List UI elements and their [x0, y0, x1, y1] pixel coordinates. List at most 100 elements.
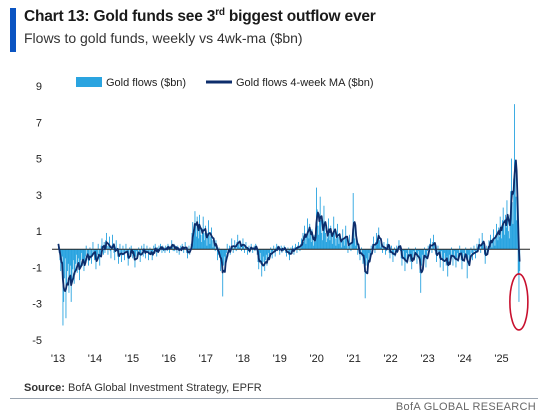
flow-bar	[367, 249, 369, 261]
flow-bar	[130, 245, 132, 250]
flow-bar	[218, 247, 220, 250]
flow-bar	[193, 234, 194, 250]
flow-bar	[139, 249, 141, 262]
flow-bar	[183, 249, 185, 253]
flow-bar	[248, 245, 250, 250]
flow-bar	[77, 249, 79, 266]
flow-bar	[406, 249, 408, 264]
flow-bar	[272, 249, 274, 252]
flow-bar	[484, 249, 486, 264]
flow-bar	[106, 232, 107, 250]
flow-bar	[121, 249, 122, 262]
flow-bar	[518, 249, 520, 302]
flow-bar	[322, 227, 324, 250]
flow-bar	[109, 236, 110, 250]
y-tick-label: 3	[36, 190, 42, 202]
flow-bar	[504, 234, 506, 250]
flow-bar	[220, 249, 221, 272]
y-tick-label: -3	[32, 299, 42, 311]
flow-bar	[93, 249, 95, 253]
flow-bar	[120, 249, 122, 255]
flow-bar	[245, 242, 247, 250]
title-rest: biggest outflow ever	[224, 8, 376, 25]
flow-bar	[210, 236, 212, 250]
flow-bar	[124, 249, 126, 252]
flow-bar	[307, 229, 309, 250]
flow-bar	[405, 249, 407, 261]
flow-bar	[172, 245, 173, 250]
flow-bar	[445, 249, 447, 266]
flow-bar	[237, 234, 239, 250]
flow-bar	[98, 249, 100, 259]
flow-bar	[211, 240, 213, 250]
flow-bar	[271, 249, 272, 253]
flow-bar	[468, 249, 470, 255]
flow-bar	[492, 238, 494, 250]
flow-bar	[252, 249, 254, 253]
flow-bar	[145, 249, 146, 259]
flow-bar	[517, 249, 519, 275]
flow-bar	[106, 245, 108, 250]
flow-bar	[490, 242, 492, 250]
flow-bar	[113, 249, 115, 253]
flow-bar	[346, 238, 347, 250]
flow-bar	[148, 249, 150, 255]
flow-bar	[269, 249, 271, 255]
flow-bar	[81, 249, 83, 253]
flow-bar	[80, 249, 82, 261]
flow-bar	[82, 249, 83, 266]
flow-bar	[138, 247, 140, 250]
flow-bar	[334, 229, 335, 250]
flow-bar	[402, 249, 404, 257]
flow-bar	[328, 231, 330, 250]
flow-bar	[446, 249, 448, 257]
flow-bar	[505, 214, 506, 250]
flow-bar	[279, 249, 281, 255]
flow-bar	[194, 211, 196, 250]
flow-bar	[442, 249, 443, 261]
flow-bar	[67, 249, 69, 264]
flow-bar	[61, 249, 63, 257]
flow-bar	[143, 243, 145, 250]
flow-bar	[361, 249, 363, 257]
flow-bar	[443, 249, 445, 261]
flow-bar	[388, 245, 389, 250]
flow-bar	[241, 243, 243, 250]
flow-bar	[196, 236, 197, 250]
flow-bar	[343, 240, 344, 250]
flow-bar	[344, 236, 346, 250]
flow-bar	[403, 249, 404, 252]
flow-bar	[314, 242, 316, 250]
flow-bar	[340, 247, 342, 250]
flow-bar	[318, 234, 320, 250]
flow-bar	[197, 229, 199, 250]
flow-bar	[137, 249, 139, 253]
flow-bar	[436, 249, 438, 253]
flow-bar	[295, 243, 296, 250]
flow-bar	[502, 207, 504, 250]
source-label: Source:	[24, 382, 65, 394]
x-tick-label: '14	[88, 353, 102, 365]
y-tick-label: 7	[36, 117, 42, 129]
flow-bar	[469, 249, 471, 257]
flow-bar	[253, 245, 255, 250]
flow-bar	[204, 240, 206, 250]
flow-bar	[154, 243, 156, 250]
flow-bar	[287, 247, 289, 250]
flow-bar	[166, 249, 168, 252]
ma-line-series	[57, 159, 521, 292]
flow-bar	[445, 249, 446, 259]
flow-bar	[286, 249, 287, 257]
flow-bar	[96, 249, 98, 262]
flow-bar	[263, 249, 265, 262]
flow-bar	[214, 245, 215, 250]
flow-bar	[264, 249, 266, 272]
flow-bar	[103, 249, 104, 255]
flow-bar	[241, 249, 242, 252]
flow-bar	[244, 247, 246, 250]
title-superscript: rd	[215, 7, 225, 18]
flow-bar	[370, 249, 371, 255]
flow-bar	[502, 220, 503, 250]
flow-bar	[270, 247, 272, 250]
flow-bar	[326, 229, 328, 250]
